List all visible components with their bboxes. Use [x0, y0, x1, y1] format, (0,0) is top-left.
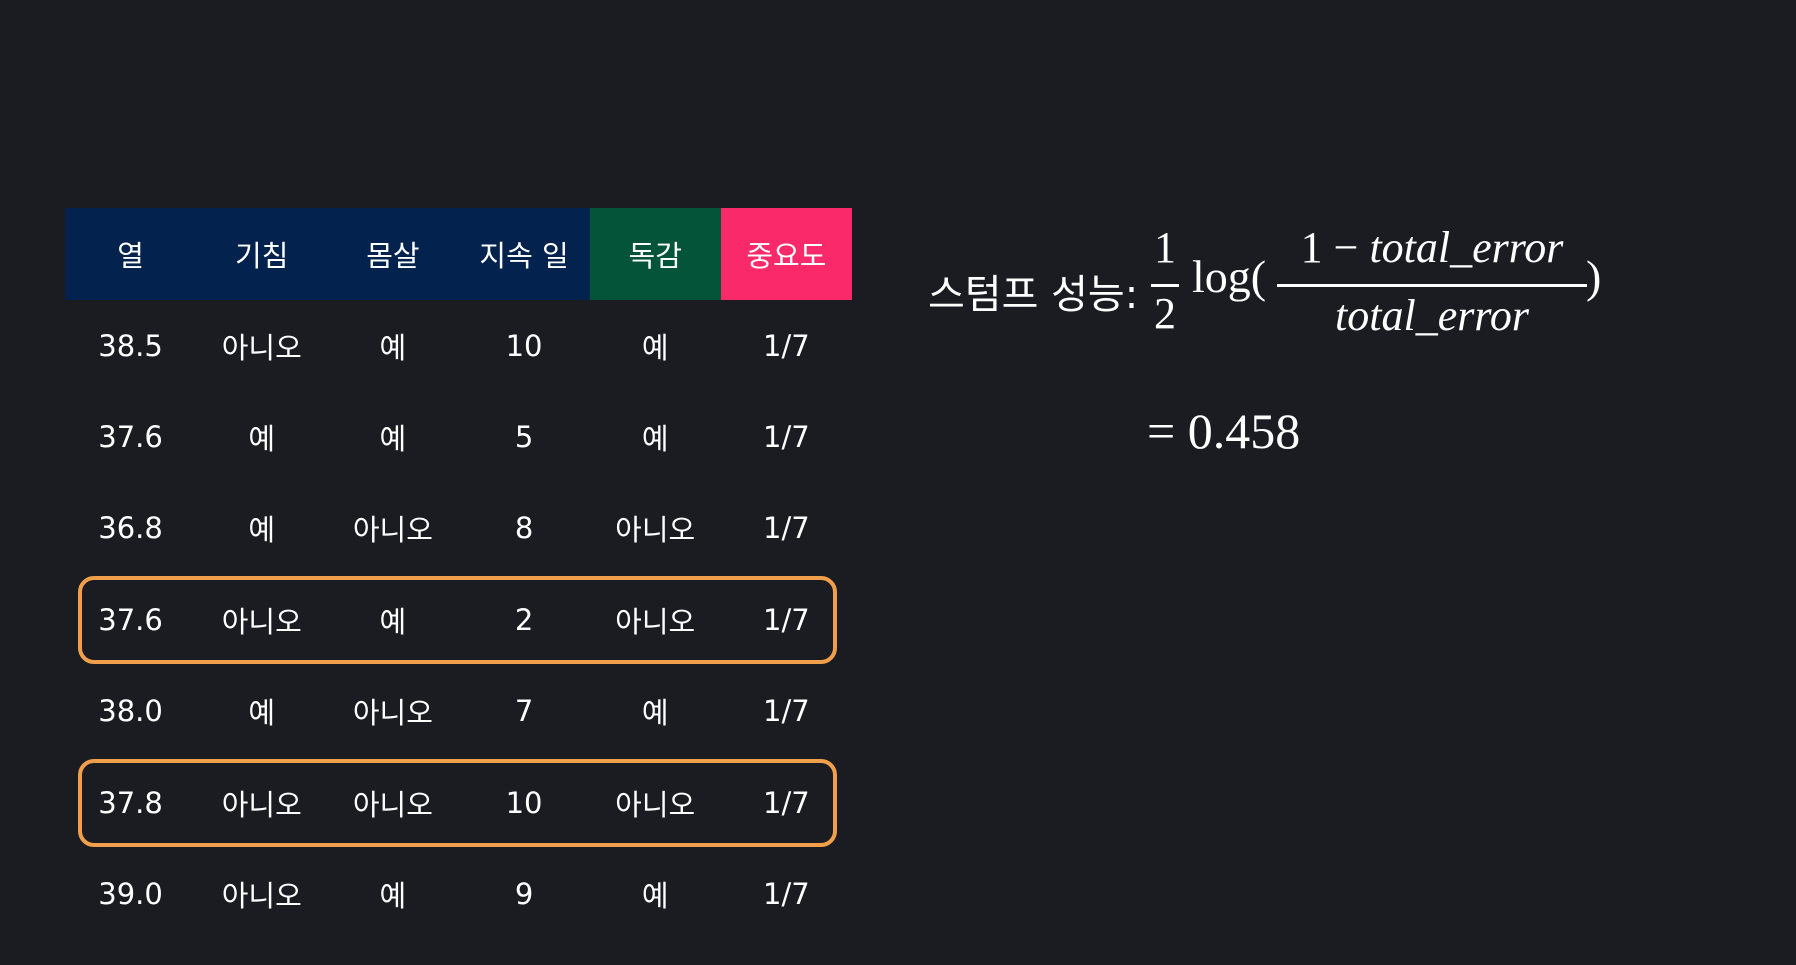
table-row: 38.5 아니오 예 10 예 1/7: [65, 300, 852, 391]
table-cell: 예: [379, 422, 407, 457]
half-numerator: 1: [1154, 223, 1176, 272]
table-cell: 예: [641, 696, 669, 731]
table-cell: 예: [641, 330, 669, 365]
half-denominator: 2: [1154, 289, 1176, 338]
table-cell: 예: [248, 513, 276, 548]
half-fraction-bar: [1151, 284, 1179, 287]
table-cell: 아니오: [352, 787, 433, 822]
table-cell: 1/7: [763, 877, 810, 912]
table-cell: 36.8: [98, 511, 163, 546]
error-fraction-bar: [1277, 284, 1587, 287]
table-row: 39.0 아니오 예 9 예 1/7: [65, 848, 852, 939]
numerator-prefix: 1 −: [1300, 223, 1370, 272]
data-table: 열 기침 몸살 지속 일 독감 중요도 38.5 아니오 예 10 예 1/7 37.6 예 예 5 예 1/7…: [65, 208, 852, 940]
table-cell: 2: [514, 602, 534, 637]
table-cell: 10: [505, 785, 543, 820]
table-cell: 아니오: [221, 787, 302, 822]
table-cell: 예: [641, 879, 669, 914]
table-cell: 예: [641, 422, 669, 457]
table-cell: 7: [514, 694, 534, 729]
table-cell: 5: [514, 420, 534, 455]
table-cell: 아니오: [221, 330, 302, 365]
table-cell: 예: [248, 696, 276, 731]
table-cell: 1/7: [763, 511, 810, 546]
table-cell: 예: [379, 330, 407, 365]
table-row: 37.6 아니오 예 2 아니오 1/7: [65, 574, 852, 665]
table-header-row: 열 기침 몸살 지속 일 독감 중요도: [65, 208, 852, 300]
close-paren: ): [1586, 251, 1602, 302]
table-cell: 1/7: [763, 328, 810, 363]
numerator-variable: total_error: [1369, 223, 1564, 272]
table-row: 38.0 예 아니오 7 예 1/7: [65, 666, 852, 757]
column-header: 몸살: [327, 208, 459, 300]
table-row: 37.6 예 예 5 예 1/7: [65, 391, 852, 482]
error-numerator: 1 − total_error: [1277, 222, 1587, 273]
table-cell: 38.5: [98, 328, 163, 363]
column-header: 열: [65, 208, 197, 300]
table-cell: 아니오: [221, 604, 302, 639]
table-cell: 37.6: [98, 420, 163, 455]
table-cell: 예: [379, 604, 407, 639]
table-cell: 10: [505, 328, 543, 363]
log-function: log(: [1192, 251, 1267, 302]
table-cell: 아니오: [221, 879, 302, 914]
column-header: 독감: [589, 208, 721, 300]
table-row: 36.8 예 아니오 8 아니오 1/7: [65, 483, 852, 574]
table-body: 38.5 아니오 예 10 예 1/7 37.6 예 예 5 예 1/7 36.8 예 아니오 8 아니오 1/7…: [65, 300, 852, 940]
table-cell: 37.8: [98, 785, 163, 820]
column-header: 지속 일: [458, 208, 590, 300]
column-header: 중요도: [720, 208, 852, 300]
table-cell: 아니오: [615, 787, 696, 822]
table-cell: 아니오: [352, 696, 433, 731]
table-cell: 아니오: [352, 513, 433, 548]
half-fraction: 1 2: [1145, 222, 1185, 342]
error-fraction: 1 − total_error total_error: [1277, 222, 1587, 342]
table-cell: 37.6: [98, 602, 163, 637]
table-cell: 아니오: [615, 604, 696, 639]
formula-label: 스텀프 성능:: [928, 272, 1139, 318]
formula-result: = 0.458: [1147, 403, 1301, 459]
table-cell: 1/7: [763, 602, 810, 637]
table-cell: 8: [514, 511, 534, 546]
table-cell: 예: [248, 422, 276, 457]
table-cell: 39.0: [98, 877, 163, 912]
table-cell: 1/7: [763, 420, 810, 455]
table-cell: 9: [514, 877, 534, 912]
stump-performance-formula: 스텀프 성능: 1 2 log( 1 − total_error total_e…: [928, 222, 1628, 342]
error-denominator: total_error: [1335, 291, 1529, 340]
table-cell: 38.0: [98, 694, 163, 729]
table-row: 37.8 아니오 아니오 10 아니오 1/7: [65, 757, 852, 848]
table-cell: 1/7: [763, 694, 810, 729]
table-cell: 예: [379, 879, 407, 914]
table-cell: 1/7: [763, 785, 810, 820]
table-cell: 아니오: [615, 513, 696, 548]
column-header: 기침: [196, 208, 328, 300]
